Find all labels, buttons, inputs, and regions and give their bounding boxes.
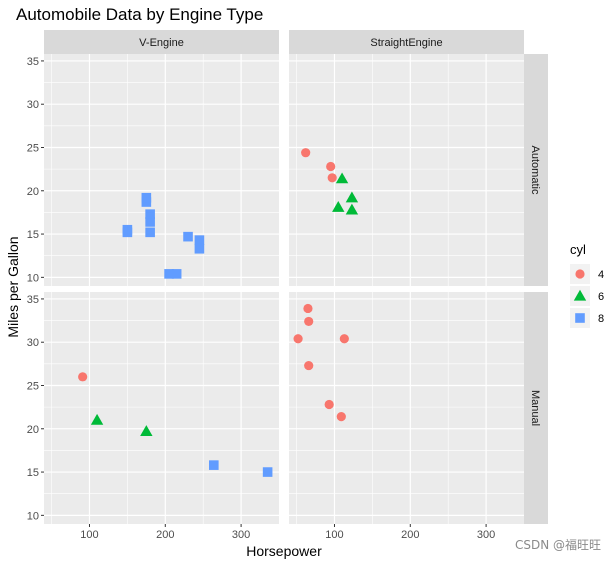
data-point-cyl-4 (301, 148, 311, 158)
x-axis-title: Horsepower (246, 543, 322, 559)
data-point-cyl-6 (332, 201, 345, 212)
data-point-cyl-6 (90, 413, 104, 425)
legend-key-cyl-8 (575, 313, 585, 323)
data-point-cyl-4 (327, 173, 337, 183)
data-point-cyl-4 (324, 399, 334, 410)
data-point-cyl-6 (345, 191, 359, 203)
data-point-cyl-8 (171, 269, 182, 279)
facet-col-label: V-Engine (139, 37, 184, 49)
facet-row-label: Manual (529, 390, 541, 426)
data-point-cyl-8 (145, 217, 155, 227)
x-tick-label: 200 (156, 529, 174, 541)
y-tick-label: 25 (27, 380, 39, 392)
data-point-cyl-4 (339, 334, 349, 344)
legend-label: 8 (598, 313, 604, 325)
data-point-cyl-6 (345, 203, 359, 215)
y-tick-label: 25 (27, 142, 39, 154)
y-tick-label: 10 (27, 510, 39, 522)
data-point-cyl-8 (122, 227, 133, 238)
legend-key-cyl-6 (573, 289, 587, 301)
panel-background (44, 54, 279, 286)
y-tick-label: 20 (27, 424, 39, 436)
x-tick-label: 100 (80, 529, 98, 541)
y-tick-label: 30 (27, 337, 39, 349)
x-tick-label: 100 (325, 529, 343, 541)
chart-title: Automobile Data by Engine Type (16, 5, 263, 24)
y-tick-label: 35 (27, 294, 39, 306)
data-point-cyl-8 (262, 467, 273, 477)
x-tick-label: 300 (477, 529, 495, 541)
y-tick-label: 15 (27, 467, 39, 479)
data-point-cyl-8 (194, 235, 205, 245)
y-tick-label: 15 (27, 229, 39, 241)
facet-strip-col (44, 30, 279, 54)
legend-title: cyl (570, 242, 586, 257)
legend: cyl 4 6 8 (570, 242, 604, 328)
data-point-cyl-4 (304, 360, 314, 371)
data-point-cyl-4 (336, 412, 346, 422)
facet-panels: V-Engine StraightEngine Automatic Manual 10 1… (27, 30, 548, 541)
data-point-cyl-6 (335, 172, 349, 184)
facet-strip-row (524, 54, 548, 286)
y-tick-label: 20 (27, 186, 39, 198)
data-point-cyl-8 (164, 269, 174, 279)
x-tick-label: 200 (401, 529, 419, 541)
data-point-cyl-4 (78, 372, 88, 382)
facet-strip-col (289, 30, 524, 54)
data-point-cyl-4 (303, 303, 313, 314)
data-point-cyl-4 (326, 161, 336, 172)
y-tick-label: 10 (27, 272, 39, 284)
facet-col-label: StraightEngine (370, 37, 442, 49)
panel-background (44, 292, 279, 524)
data-point-cyl-8 (145, 209, 155, 219)
legend-label: 4 (598, 269, 604, 281)
data-point-cyl-4 (293, 334, 303, 344)
facet-strip-row (524, 292, 548, 524)
data-point-cyl-4 (304, 316, 314, 327)
data-point-cyl-8 (141, 192, 152, 203)
data-point-cyl-8 (183, 231, 193, 242)
legend-label: 6 (598, 291, 604, 303)
y-tick-label: 30 (27, 99, 39, 111)
panel-background (289, 292, 524, 524)
y-axis-title: Miles per Gallon (5, 236, 21, 337)
facet-row-label: Automatic (529, 146, 541, 195)
data-point-cyl-6 (140, 425, 153, 437)
y-tick-label: 35 (27, 56, 39, 68)
legend-key-cyl-4 (575, 269, 585, 279)
data-point-cyl-8 (145, 227, 155, 238)
panel-background (289, 54, 524, 286)
data-point-cyl-8 (209, 460, 219, 470)
watermark-text: CSDN @福旺旺 (515, 537, 601, 552)
data-point-cyl-8 (194, 243, 205, 254)
x-tick-label: 300 (232, 529, 250, 541)
